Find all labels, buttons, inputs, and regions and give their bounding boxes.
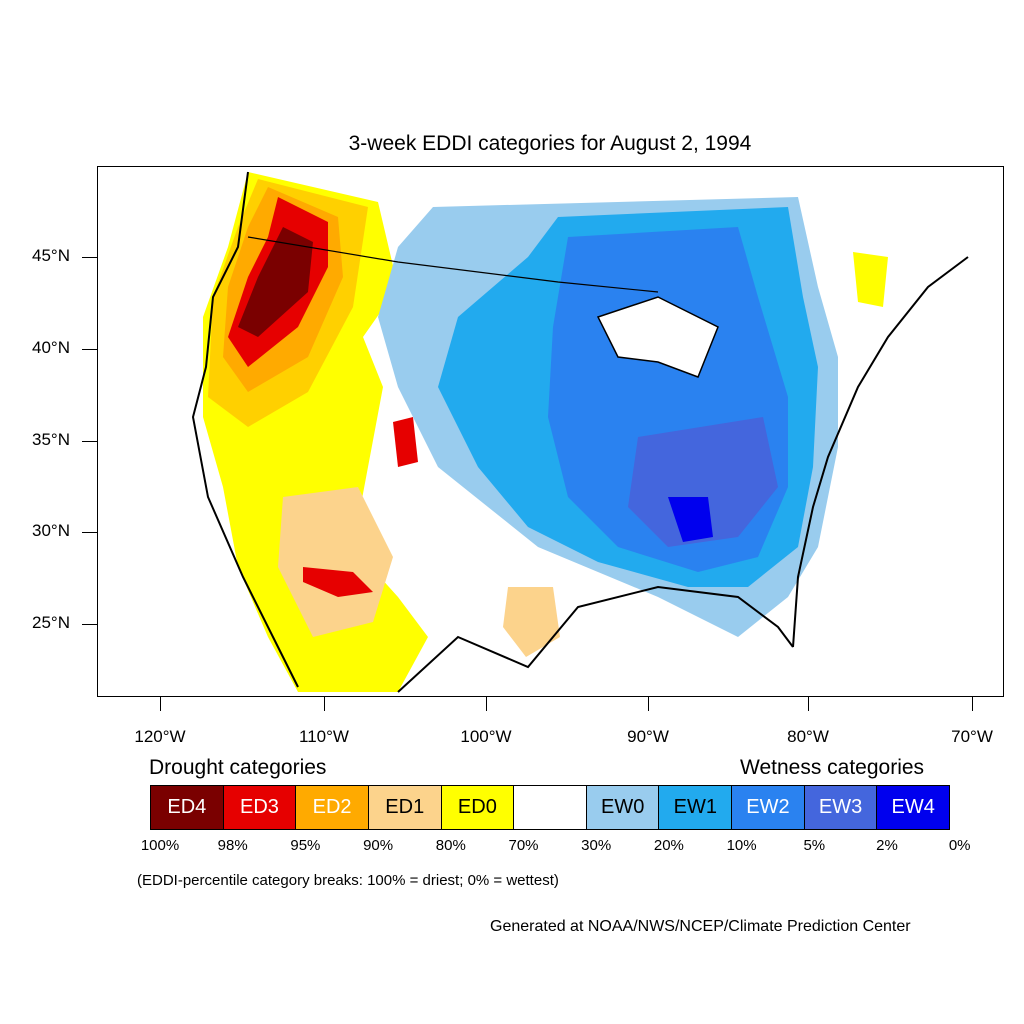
legend-break-label: 100% — [140, 837, 180, 854]
region-ed3-southwest — [303, 567, 373, 597]
lat-tick — [82, 532, 97, 533]
lat-label-45: 45°N — [32, 246, 70, 265]
legend-swatch-ew2: EW2 — [732, 786, 805, 829]
legend-swatch-ed4: ED4 — [151, 786, 224, 829]
legend-swatch-ed1: ED1 — [368, 786, 442, 829]
legend-swatch-ed0: ED0 — [441, 786, 515, 829]
legend-swatch-ed2: ED2 — [296, 786, 369, 829]
region-ew3-southeast — [628, 417, 778, 547]
lat-label-35: 35°N — [32, 430, 70, 449]
lat-tick — [82, 624, 97, 625]
legend-swatch-ew4: EW4 — [877, 786, 950, 829]
region-ed4-northwest — [238, 227, 313, 337]
eddi-map — [97, 166, 1004, 697]
drought-categories-title: Drought categories — [149, 756, 327, 779]
legend-swatch-ew3: EW3 — [804, 786, 878, 829]
lat-label-30: 30°N — [32, 521, 70, 540]
legend-break-label: 20% — [653, 837, 684, 854]
lat-tick — [82, 349, 97, 350]
legend-bar: ED4 ED3 ED2 ED1 ED0 EW0 EW1 EW2 EW3 EW4 — [150, 785, 950, 830]
lon-label-120: 120°W — [134, 727, 186, 746]
legend-break-label: 98% — [217, 837, 248, 854]
lat-label-40: 40°N — [32, 338, 70, 357]
lon-label-90: 90°W — [627, 727, 669, 746]
region-ed3-colorado — [393, 417, 418, 467]
border-canada — [247, 236, 659, 293]
lon-label-70: 70°W — [951, 727, 993, 746]
legend-break-label: 10% — [726, 837, 757, 854]
legend-swatch-ew0: EW0 — [586, 786, 660, 829]
legend-break-label: 30% — [581, 837, 612, 854]
region-ed0-northeast — [853, 252, 888, 307]
legend-swatch-ew1: EW1 — [659, 786, 733, 829]
lon-tick — [160, 697, 161, 711]
coastline-west — [191, 171, 299, 688]
map-canvas — [191, 171, 969, 693]
lon-tick — [808, 697, 809, 711]
legend-break-label: 90% — [363, 837, 394, 854]
legend-break-label: 2% — [876, 837, 898, 854]
legend-break-label: 95% — [290, 837, 321, 854]
lat-label-25: 25°N — [32, 613, 70, 632]
legend-break-label: 70% — [508, 837, 539, 854]
legend-swatch-neutral — [514, 786, 587, 829]
region-ed1-southwest — [278, 487, 393, 637]
lon-label-80: 80°W — [787, 727, 829, 746]
region-ed1-texas — [503, 587, 560, 657]
great-lakes — [596, 296, 719, 378]
lon-label-110: 110°W — [299, 727, 349, 746]
lon-tick — [972, 697, 973, 711]
legend-break-label: 0% — [948, 837, 971, 854]
lon-tick — [486, 697, 487, 711]
legend-swatch-ed3: ED3 — [223, 786, 297, 829]
coastline-gulf — [397, 585, 794, 693]
legend-break-label: 80% — [435, 837, 466, 854]
legend-note: (EDDI-percentile category breaks: 100% =… — [137, 872, 559, 889]
lon-label-100: 100°W — [460, 727, 512, 746]
wetness-categories-title: Wetness categories — [740, 756, 925, 779]
credit-text: Generated at NOAA/NWS/NCEP/Climate Predi… — [490, 918, 911, 935]
map-title: 3-week EDDI categories for August 2, 199… — [348, 132, 752, 155]
lon-tick — [648, 697, 649, 711]
coastline-east — [792, 256, 969, 648]
lat-tick — [82, 257, 97, 258]
legend-break-label: 5% — [803, 837, 826, 854]
region-ew4-southeast — [668, 497, 713, 542]
lat-tick — [82, 441, 97, 442]
lon-tick — [324, 697, 325, 711]
